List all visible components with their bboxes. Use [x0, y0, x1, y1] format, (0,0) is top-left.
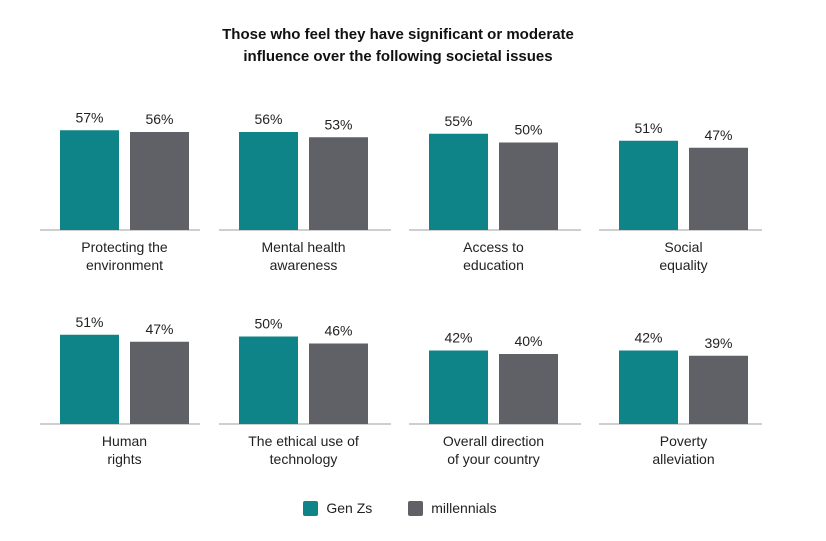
data-label-7-series-1: 42%	[444, 330, 472, 346]
chart-title: Those who feel they have significant or …	[0, 24, 796, 68]
category-label-6-line-2: technology	[270, 451, 338, 467]
category-label-8-line-2: alleviation	[652, 451, 714, 467]
category-label-8-line-1: Poverty	[660, 433, 707, 449]
data-label-7-series-2: 40%	[514, 333, 542, 349]
data-label-6-series-2: 46%	[324, 323, 352, 339]
category-label-3-line-1: Access to	[463, 239, 524, 255]
category-label-7-line-2: of your country	[447, 451, 540, 467]
chart-title-line-2: influence over the following societal is…	[243, 48, 553, 65]
data-label-1-series-2: 56%	[145, 111, 173, 127]
data-label-2-series-2: 53%	[324, 116, 352, 132]
bar-8-series-1	[619, 350, 678, 424]
data-label-8-series-2: 39%	[704, 335, 732, 351]
legend-item-gen-zs: Gen Zs	[303, 500, 372, 516]
category-label-1-line-1: Protecting the	[81, 239, 168, 255]
data-label-4-series-2: 47%	[704, 127, 732, 143]
data-label-3-series-2: 50%	[514, 122, 542, 138]
data-label-4-series-1: 51%	[634, 120, 662, 136]
data-label-3-series-1: 55%	[444, 113, 472, 129]
legend-item-millennials: millennials	[408, 500, 497, 516]
chart-title-line-1: Those who feel they have significant or …	[222, 26, 574, 43]
category-label-3-line-2: education	[463, 257, 524, 273]
bar-6-series-1	[239, 336, 298, 424]
chart-plot: 57% 56% Protecting the environment 56% 53% Men…	[40, 109, 762, 467]
bar-3-series-2	[499, 142, 558, 230]
bar-2-series-1	[239, 132, 298, 230]
bar-5-series-2	[130, 341, 189, 424]
data-label-5-series-2: 47%	[145, 321, 173, 337]
bar-7-series-2	[499, 354, 558, 424]
category-label-2-line-1: Mental health	[261, 239, 345, 255]
bar-2-series-2	[309, 137, 368, 230]
category-label-4-line-1: Social	[664, 239, 702, 255]
category-label-6-line-1: The ethical use of	[248, 433, 359, 449]
bar-5-series-1	[60, 334, 119, 424]
category-label-5-line-1: Human	[102, 433, 147, 449]
bar-1-series-1	[60, 130, 119, 230]
category-label-4-line-2: equality	[659, 257, 707, 273]
legend-label-gen-zs: Gen Zs	[326, 500, 373, 516]
legend-swatch-gen-zs	[303, 500, 319, 516]
bar-4-series-1	[619, 140, 678, 230]
data-label-2-series-1: 56%	[254, 111, 282, 127]
category-label-1-line-2: environment	[86, 257, 163, 273]
data-label-5-series-1: 51%	[75, 314, 103, 330]
bar-6-series-2	[309, 343, 368, 424]
legend-label-millennials: millennials	[431, 500, 497, 516]
bar-3-series-1	[429, 133, 488, 230]
legend: Gen Zs millennials	[0, 500, 800, 516]
bar-4-series-2	[689, 147, 748, 230]
bar-8-series-2	[689, 355, 748, 424]
category-label-2-line-2: awareness	[270, 257, 338, 273]
legend-swatch-millennials	[408, 500, 424, 516]
category-label-7-line-1: Overall direction	[443, 433, 544, 449]
bar-1-series-2	[130, 132, 189, 230]
data-label-6-series-1: 50%	[254, 316, 282, 332]
data-label-1-series-1: 57%	[75, 109, 103, 125]
category-label-5-line-2: rights	[107, 451, 141, 467]
data-label-8-series-1: 42%	[634, 330, 662, 346]
bar-7-series-1	[429, 350, 488, 424]
